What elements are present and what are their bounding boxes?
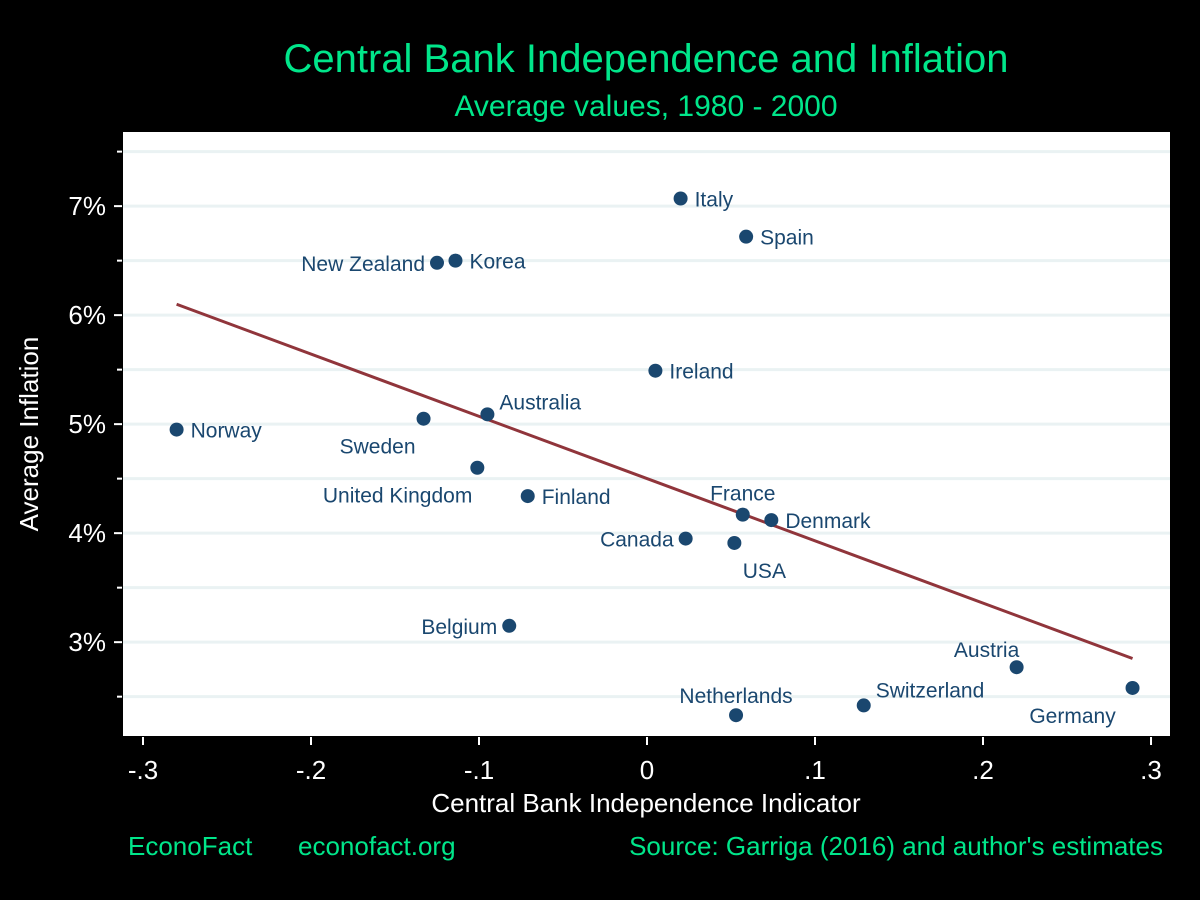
- chart-title: Central Bank Independence and Inflation: [284, 37, 1009, 81]
- point-label: Ireland: [669, 361, 733, 384]
- footer-source: Source: Garriga (2016) and author's esti…: [629, 831, 1163, 861]
- data-point: [1009, 660, 1024, 675]
- data-point: [648, 363, 663, 378]
- point-label: France: [710, 483, 775, 506]
- fit-line: [176, 302, 1134, 660]
- x-tick-label: -.1: [464, 755, 494, 785]
- data-point: [727, 535, 742, 550]
- chart-subtitle: Average values, 1980 - 2000: [454, 90, 837, 123]
- point-label: USA: [743, 560, 786, 583]
- data-point: [1125, 680, 1140, 695]
- x-tick-label: .3: [1140, 755, 1162, 785]
- data-point: [739, 229, 754, 244]
- data-point: [430, 255, 445, 270]
- x-tick-label: 0: [640, 755, 654, 785]
- data-point: [735, 507, 750, 522]
- point-label: Korea: [469, 251, 525, 274]
- y-tick-label: 3%: [68, 627, 106, 657]
- data-point: [448, 253, 463, 268]
- data-point: [764, 513, 779, 528]
- x-tick-label: -.2: [296, 755, 326, 785]
- data-point: [673, 191, 688, 206]
- data-point: [416, 411, 431, 426]
- x-axis-label: Central Bank Independence Indicator: [431, 788, 861, 818]
- data-point: [470, 460, 485, 475]
- x-tick-label: .2: [972, 755, 994, 785]
- data-point: [169, 422, 184, 437]
- point-label: New Zealand: [301, 253, 425, 276]
- point-label: Australia: [499, 391, 581, 414]
- point-label: Germany: [1029, 705, 1116, 728]
- point-label: Spain: [760, 227, 814, 250]
- data-point: [502, 618, 517, 633]
- footer-site: econofact.org: [298, 831, 456, 861]
- y-tick-label: 6%: [68, 300, 106, 330]
- point-label: United Kingdom: [323, 485, 472, 508]
- point-label: Switzerland: [876, 679, 985, 702]
- point-label: Canada: [600, 529, 674, 552]
- point-label: Austria: [954, 639, 1020, 662]
- x-tick-label: .1: [804, 755, 826, 785]
- data-point: [480, 407, 495, 422]
- point-label: Netherlands: [679, 685, 792, 708]
- plot-area: [122, 132, 1170, 737]
- point-label: Norway: [191, 420, 263, 443]
- data-point: [520, 489, 535, 504]
- data-point: [729, 708, 744, 723]
- footer-brand: EconoFact: [128, 831, 253, 861]
- point-label: Finland: [542, 486, 611, 509]
- y-axis-label: Average Inflation: [14, 337, 44, 532]
- y-tick-label: 5%: [68, 409, 106, 439]
- point-label: Italy: [695, 188, 734, 211]
- data-point: [678, 531, 693, 546]
- y-tick-label: 7%: [68, 191, 106, 221]
- y-tick-label: 4%: [68, 518, 106, 548]
- point-label: Sweden: [340, 436, 416, 459]
- point-label: Belgium: [421, 616, 497, 639]
- point-label: Denmark: [785, 510, 871, 533]
- data-point: [856, 698, 871, 713]
- x-tick-label: -.3: [128, 755, 158, 785]
